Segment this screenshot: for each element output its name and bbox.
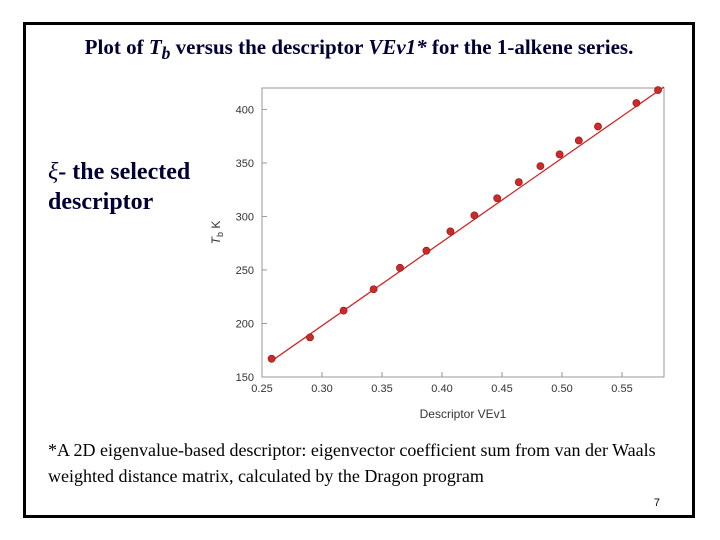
data-points-layer: [267, 86, 662, 363]
descriptor-note-text: - the selected descriptor: [48, 159, 191, 215]
data-point: [267, 354, 276, 363]
x-tick-label: 0.45: [491, 383, 512, 395]
descriptor-note: ξ- the selected descriptor: [48, 157, 198, 217]
footnote: *A 2D eigenvalue-based descriptor: eigen…: [48, 440, 656, 486]
x-tick-label: 0.50: [551, 383, 572, 395]
y-axis-ticks: 150 200 250 300 350 400: [236, 104, 267, 384]
data-point: [422, 246, 431, 255]
x-tick-label: 0.30: [311, 383, 332, 395]
x-tick-label: 0.55: [611, 383, 632, 395]
slide-title: Plot of Tb versus the descriptor VEv1* f…: [84, 35, 634, 64]
data-point: [396, 263, 404, 272]
x-tick-label: 0.25: [251, 383, 272, 395]
y-tick-label: 150: [236, 372, 254, 384]
y-tick-label: 250: [236, 265, 254, 277]
x-axis-label: Descriptor VEv1: [420, 407, 507, 421]
y-tick-label: 200: [236, 318, 254, 330]
y-tick-label: 300: [236, 211, 254, 223]
data-point: [306, 333, 314, 342]
data-point: [574, 136, 583, 145]
data-point: [536, 162, 545, 171]
slide-frame: Plot of Tb versus the descriptor VEv1* f…: [23, 22, 695, 518]
x-tick-label: 0.40: [431, 383, 452, 395]
data-point: [470, 211, 479, 220]
fit-line-layer: [271, 86, 665, 362]
data-point: [514, 178, 523, 187]
data-point: [632, 99, 641, 107]
data-point: [446, 227, 455, 236]
data-point: [493, 194, 502, 203]
scatter-chart: 0.25 0.30 0.35 0.40 0.45 0.50 0.55 150 200 250 30…: [209, 86, 665, 421]
xi-symbol: ξ: [48, 159, 59, 185]
data-point: [654, 86, 662, 95]
x-tick-label: 0.35: [371, 383, 392, 395]
y-axis-label: Tb K: [209, 221, 225, 245]
y-tick-label: 400: [236, 104, 254, 116]
data-point: [369, 285, 378, 294]
y-tick-label: 350: [236, 158, 254, 170]
plot-background: [261, 87, 665, 378]
data-point: [594, 122, 602, 131]
data-point: [339, 306, 348, 315]
x-axis-ticks: 0.25 0.30 0.35 0.40 0.45 0.50 0.55: [251, 372, 633, 395]
fit-line: [271, 86, 665, 362]
plot-area: [261, 87, 665, 378]
page-number: 7: [653, 497, 660, 509]
data-point: [555, 150, 564, 159]
